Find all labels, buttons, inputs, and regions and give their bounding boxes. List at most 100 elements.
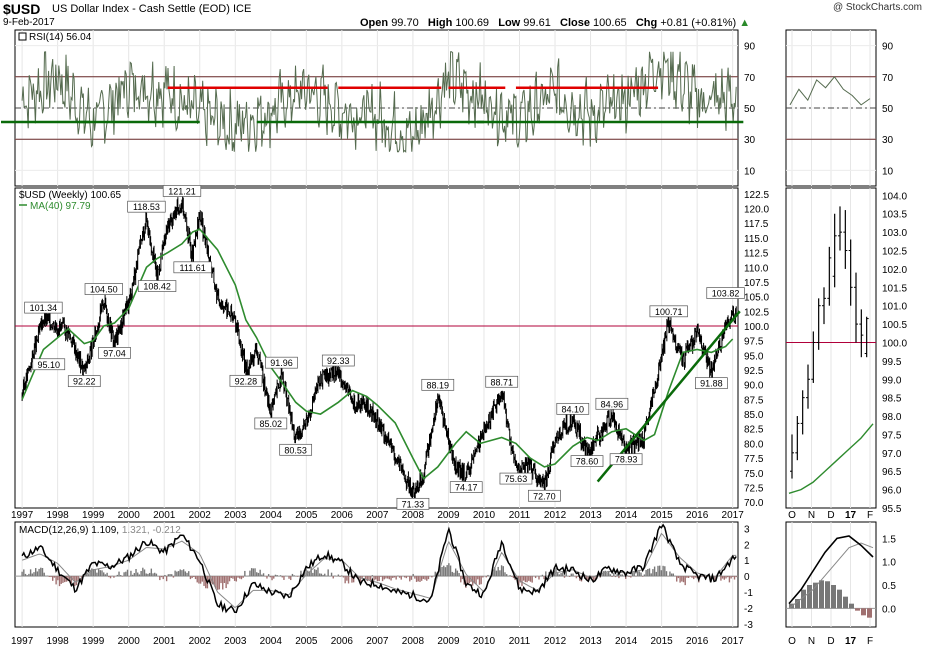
price-tick-label: 100.0 <box>744 322 769 333</box>
x-tick-label: 2013 <box>579 636 602 647</box>
price-tick-label: 87.5 <box>744 395 764 406</box>
price-daily-tick-label: 98.0 <box>882 412 902 423</box>
data-label: 92.33 <box>327 356 350 366</box>
data-label: 88.71 <box>490 377 513 387</box>
price-trendline <box>596 310 741 483</box>
macd-daily-histogram-bar <box>807 585 812 609</box>
x-tick-label: F <box>867 636 873 647</box>
x-tick-label: 2017 <box>722 636 745 647</box>
rsi-tick-label: 10 <box>744 166 756 177</box>
data-label: 84.96 <box>601 399 624 409</box>
price-tick-label: 102.5 <box>744 307 769 318</box>
data-label: 101.34 <box>30 303 58 313</box>
data-label: 95.10 <box>37 360 60 370</box>
data-label-box <box>127 200 166 213</box>
price-tick-label: 75.0 <box>744 469 764 480</box>
data-label: 118.53 <box>133 202 160 212</box>
data-label: 103.82 <box>712 289 740 299</box>
x-tick-label: 2017 <box>722 510 745 521</box>
data-label-box <box>421 378 455 391</box>
x-tick-label: O <box>788 510 796 521</box>
data-label-box <box>32 358 66 371</box>
x-tick-label: 2008 <box>402 636 425 647</box>
x-tick-label: 2001 <box>153 636 176 647</box>
rsi-tick-label: 70 <box>744 73 756 84</box>
x-tick-label: 2007 <box>366 510 389 521</box>
rsi-legend: RSI(14) 56.04 <box>29 32 92 43</box>
data-label: 97.04 <box>103 348 126 358</box>
x-tick-label: 2006 <box>331 510 354 521</box>
data-label: 72.70 <box>533 491 556 501</box>
price-daily-tick-label: 96.0 <box>882 486 902 497</box>
macd-daily-tick-label: 1.5 <box>882 534 896 545</box>
x-tick-label: 2011 <box>509 510 531 521</box>
x-tick-label: 2010 <box>473 636 496 647</box>
price-daily-tick-label: 97.0 <box>882 449 902 460</box>
price-daily-tick-label: 98.5 <box>882 394 902 405</box>
x-tick-label: 2007 <box>366 636 389 647</box>
data-label-box <box>98 347 131 359</box>
rsi-tick-label: 10 <box>882 166 894 177</box>
price-daily-tick-label: 100.5 <box>882 320 907 331</box>
price-daily-tick-label: 97.5 <box>882 430 902 441</box>
data-label-box <box>279 443 313 456</box>
macd-tick-label: 2 <box>744 540 750 551</box>
rsi-tick-label: 90 <box>744 42 756 53</box>
x-tick-label: 2003 <box>224 510 247 521</box>
legend-box <box>18 32 27 41</box>
data-label-box <box>706 287 745 299</box>
macd-daily-histogram-bar <box>837 589 842 609</box>
x-tick-label: 2004 <box>260 636 283 647</box>
data-label: 75.63 <box>505 474 528 484</box>
rsi-tick-label: 30 <box>744 135 756 146</box>
data-label-box <box>695 377 728 390</box>
x-tick-label: 2000 <box>118 636 141 647</box>
data-label-box <box>162 185 202 197</box>
macd-daily-line <box>788 535 874 605</box>
x-tick-label: O <box>788 636 796 647</box>
price-daily-tick-label: 99.5 <box>882 357 902 368</box>
data-label-box <box>24 301 63 314</box>
macd-daily-histogram-bar <box>867 608 872 618</box>
data-label-box <box>265 356 298 369</box>
x-tick-label: 2016 <box>686 510 709 521</box>
data-label: 100.71 <box>655 307 683 317</box>
watermark: @ StockCharts.com <box>832 2 922 13</box>
data-label: 78.60 <box>576 457 599 467</box>
macd-tick-label: -3 <box>744 620 753 631</box>
macd-tick-label: -2 <box>744 604 753 615</box>
macd-daily-histogram-bar <box>801 589 806 609</box>
x-tick-label: 2015 <box>650 636 673 647</box>
x-tick-label: 2012 <box>544 636 567 647</box>
macd-daily-tick-label: 0.0 <box>882 604 896 615</box>
data-label-box <box>254 417 288 430</box>
x-tick-label: 2005 <box>295 636 318 647</box>
data-label-box <box>173 261 212 274</box>
x-tick-label: D <box>827 636 834 647</box>
x-tick-label: 1997 <box>11 636 34 647</box>
price-tick-label: 105.0 <box>744 293 769 304</box>
data-label-box <box>556 402 590 415</box>
data-label-box <box>84 283 123 295</box>
x-tick-label: 2011 <box>509 636 531 647</box>
symbol-title: $USD <box>3 1 41 17</box>
price-tick-label: 85.0 <box>744 410 764 421</box>
price-tick-label: 107.5 <box>744 278 769 289</box>
data-label: 92.28 <box>235 376 258 386</box>
x-tick-label: 2004 <box>260 510 283 521</box>
price-tick-label: 90.0 <box>744 381 764 392</box>
price-tick-label: 110.0 <box>744 263 769 274</box>
x-tick-label: 2014 <box>615 510 638 521</box>
price-daily-tick-label: 103.0 <box>882 228 907 239</box>
x-tick-label: 2008 <box>402 510 425 521</box>
data-label-box <box>137 280 177 292</box>
x-tick-label: N <box>808 510 815 521</box>
x-tick-label: F <box>867 510 873 521</box>
data-label: 91.88 <box>700 379 723 389</box>
x-tick-label: 2000 <box>118 510 141 521</box>
price-daily-tick-label: 99.0 <box>882 375 902 386</box>
price-daily-tick-label: 101.5 <box>882 283 907 294</box>
rsi-tick-label: 30 <box>882 135 894 146</box>
ohlc-readout: Open 99.70 High 100.69 Low 99.61 Close 1… <box>360 17 751 29</box>
data-label-box <box>229 374 263 387</box>
